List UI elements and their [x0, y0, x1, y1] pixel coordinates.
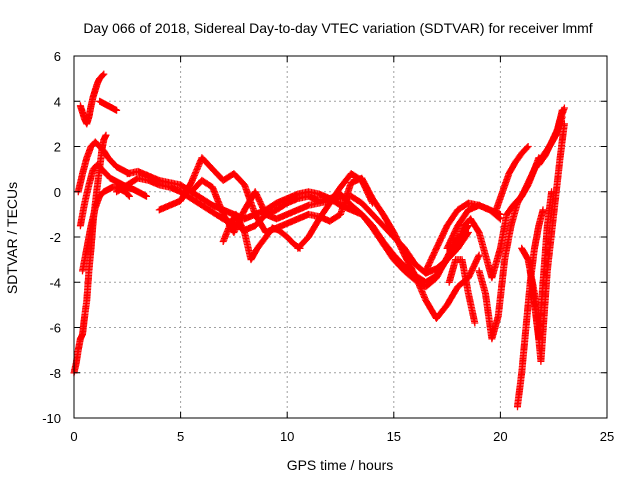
axis-ticks: [73, 55, 608, 419]
y-tick-label: 0: [54, 185, 61, 200]
series-track-12: [294, 170, 376, 252]
x-tick-label: 0: [70, 429, 77, 444]
y-tick-label: 6: [54, 49, 61, 64]
y-tick-label: -4: [49, 275, 61, 290]
series-track-2: [76, 70, 108, 128]
series-track-16: [445, 256, 479, 327]
series-track-14: [443, 201, 504, 252]
series-track-21: [518, 120, 568, 365]
series-layer: [70, 70, 568, 411]
series-track-11: [219, 210, 304, 264]
y-axis-label: SDTVAR / TECUs: [4, 182, 20, 294]
y-tick-label: -10: [42, 411, 61, 426]
x-tick-label: 25: [600, 429, 614, 444]
x-tick-label: 5: [177, 429, 184, 444]
y-tick-label: -6: [49, 321, 61, 336]
x-tick-label: 15: [387, 429, 401, 444]
x-tick-label: 10: [280, 429, 294, 444]
y-tick-label: -2: [49, 230, 61, 245]
series-track-3: [96, 97, 121, 114]
series-track-23: [539, 104, 568, 162]
chart-title: Day 066 of 2018, Sidereal Day-to-day VTE…: [83, 20, 592, 36]
y-tick-label: 4: [54, 94, 61, 109]
x-axis-label: GPS time / hours: [287, 457, 394, 473]
y-tick-label: 2: [54, 140, 61, 155]
x-tick-label: 20: [493, 429, 507, 444]
series-track-18: [492, 143, 532, 214]
tick-labels: 0 5 10 15 20 25 -10 -8 -6 -4 -2 0 2 4 6: [42, 49, 614, 444]
y-tick-label: -8: [49, 366, 61, 381]
